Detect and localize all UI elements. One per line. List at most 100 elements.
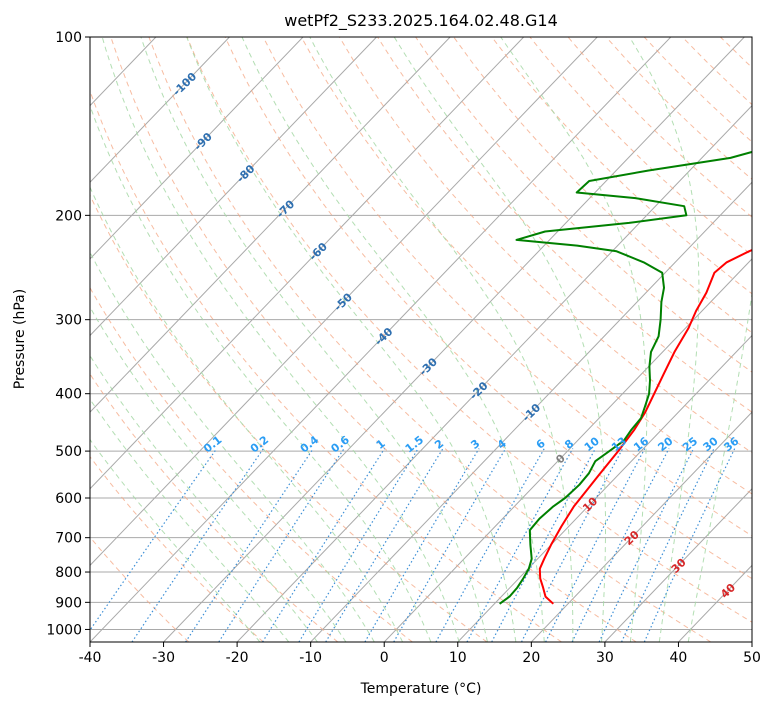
- x-tick-label: 10: [449, 650, 467, 666]
- dry-adiabat: [415, 37, 752, 373]
- dry-adiabat: [491, 37, 752, 295]
- x-tick-label: 40: [670, 650, 688, 666]
- x-tick-label: 30: [596, 650, 614, 666]
- y-tick-label: 700: [55, 531, 82, 547]
- dry-adiabat: [90, 455, 264, 642]
- y-axis-label: Pressure (hPa): [12, 289, 28, 389]
- isotherm-line: [383, 258, 752, 642]
- line-labels: 0.1 0.2 0.4 0.6 1 1.5 2 3 4 6 8 10 13 16 20 25 30 36-100-…: [170, 70, 741, 601]
- isotherm-line: [530, 411, 752, 642]
- x-axis-ticks: -40 -30 -20 -10 0 10 20 30 40 50: [79, 642, 761, 666]
- moist-adiabat: [90, 186, 404, 642]
- x-tick-label: 50: [743, 650, 761, 666]
- isotherm-line: [604, 488, 752, 642]
- dry-adiabat: [529, 37, 752, 256]
- isotherm-line: [236, 104, 752, 642]
- isotherm-label: -100: [170, 70, 199, 99]
- y-tick-label: 200: [55, 208, 82, 224]
- moist-adiabat: [90, 104, 432, 642]
- y-tick-label: 800: [55, 565, 82, 581]
- dry-adiabat: [377, 37, 752, 413]
- dry-adiabat: [338, 37, 752, 454]
- dry-adiabat: [681, 37, 752, 106]
- dry-adiabat: [90, 286, 413, 642]
- mixing-ratio-line: [218, 448, 345, 642]
- mixing-ratio-line: [262, 448, 386, 642]
- moist-adiabat: [241, 37, 545, 642]
- x-tick-label: -40: [79, 650, 102, 666]
- y-tick-label: 500: [55, 444, 82, 460]
- dry-adiabat: [90, 194, 488, 642]
- isotherm-line: [678, 564, 752, 642]
- moist-adiabat: [90, 354, 318, 642]
- dry-adiabat: [567, 37, 752, 218]
- isotherm-line: [90, 37, 672, 642]
- temperature-profile-line: [538, 248, 752, 605]
- isotherm-line: [90, 37, 304, 260]
- moist-adiabat: [629, 37, 700, 642]
- moist-adiabat: [393, 37, 606, 642]
- isotherm-line: [90, 37, 451, 413]
- dry-adiabat: [262, 37, 752, 537]
- y-tick-label: 1000: [46, 622, 82, 638]
- dry-adiabat: [90, 89, 562, 642]
- dry-adiabat: [605, 37, 752, 180]
- isotherm-line: [90, 37, 230, 183]
- x-axis-label: Temperature (°C): [360, 681, 482, 697]
- dry-adiabat: [453, 37, 752, 334]
- dewpoint-profile-line: [499, 150, 752, 605]
- moist-adiabat: [101, 37, 460, 642]
- dry-adiabat: [90, 373, 339, 642]
- mixing-ratio-line: [325, 448, 444, 642]
- moist-adiabat: [90, 438, 261, 642]
- y-tick-label: 300: [55, 313, 82, 329]
- mixing-ratio-label: 6: [534, 437, 548, 452]
- moist-adiabat: [309, 37, 574, 642]
- moist-adiabat: [687, 290, 752, 642]
- dry-adiabat: [110, 37, 637, 642]
- moist-adiabat: [90, 251, 375, 642]
- background-grid: [0, 37, 775, 642]
- x-tick-label: 0: [380, 650, 389, 666]
- y-tick-label: 900: [55, 595, 82, 611]
- series-layer: [499, 150, 752, 605]
- dry-adiabat: [148, 37, 712, 642]
- dry-adiabat: [300, 37, 752, 495]
- moist-adiabat: [140, 37, 488, 642]
- mixing-ratio-label: 4: [495, 437, 509, 452]
- mixing-ratio-line: [643, 448, 736, 642]
- mixing-ratio-line: [491, 448, 597, 642]
- mixing-ratio-label: 3: [468, 437, 482, 452]
- isotherm-line: [751, 641, 752, 642]
- chart-title: wetPf2_S233.2025.164.02.48.G14: [284, 11, 558, 31]
- mixing-ratio-line: [298, 448, 419, 642]
- mixing-ratio-label: 0.4: [298, 433, 322, 455]
- isotherm-line: [90, 37, 377, 337]
- isotherm-line: [90, 37, 598, 567]
- isotherm-line: [0, 37, 9, 642]
- y-tick-label: 600: [55, 491, 82, 507]
- mixing-ratio-line: [520, 448, 624, 642]
- mixing-ratio-line: [598, 448, 695, 642]
- dry-adiabat: [224, 37, 752, 580]
- x-tick-label: 20: [522, 650, 540, 666]
- mixing-ratio-label: 0.6: [329, 433, 353, 455]
- mixing-ratio-line: [621, 448, 715, 642]
- x-tick-label: -20: [226, 650, 249, 666]
- y-tick-label: 400: [55, 387, 82, 403]
- mixing-ratio-line: [466, 448, 574, 642]
- moist-adiabat: [90, 398, 290, 642]
- isotherm-line: [163, 37, 745, 642]
- dry-adiabat: [186, 37, 752, 623]
- mixing-ratio-line: [185, 448, 314, 642]
- mixing-ratio-label: 2: [432, 437, 446, 452]
- y-tick-label: 100: [55, 30, 82, 46]
- mixing-ratio-label: 0.1: [201, 433, 224, 455]
- moist-adiabat: [90, 306, 347, 642]
- mixing-ratio-line: [545, 448, 646, 642]
- x-tick-label: -10: [299, 650, 322, 666]
- isotherm-line: [90, 37, 525, 490]
- dry-adiabat: [759, 37, 775, 642]
- mixing-ratio-line: [393, 448, 507, 642]
- x-tick-label: -30: [152, 650, 175, 666]
